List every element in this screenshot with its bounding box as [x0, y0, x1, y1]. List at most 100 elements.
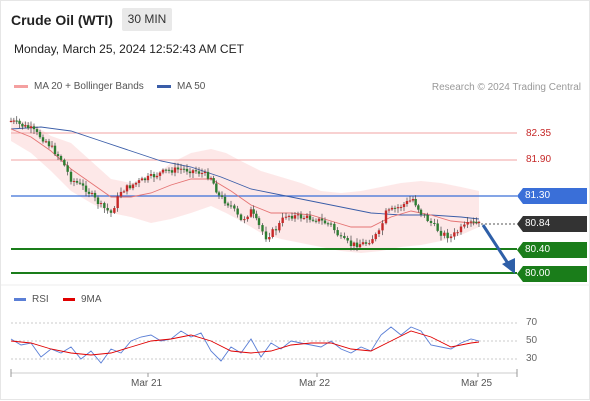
candle-body — [278, 222, 281, 231]
candle-body — [87, 191, 91, 194]
candle-body — [209, 178, 213, 180]
rsi-tick-30: 30 — [526, 353, 538, 364]
ma20-swatch-icon — [14, 84, 28, 88]
candle-body — [290, 215, 294, 219]
candle-body — [134, 182, 138, 185]
candle-body — [53, 145, 57, 155]
candle-body — [185, 168, 189, 172]
candle-body — [152, 174, 156, 178]
candle-body — [72, 180, 76, 182]
candle-body — [453, 232, 456, 237]
candle-body — [320, 218, 324, 221]
candle-body — [170, 170, 174, 173]
candle-body — [200, 173, 204, 175]
rsi-ma-line — [10, 330, 480, 356]
candle-body — [374, 233, 377, 240]
candle-body — [9, 120, 13, 122]
candle-body — [194, 170, 198, 172]
candle-body — [456, 232, 459, 234]
pivot-tag: 81.30 — [517, 188, 587, 204]
instrument-title: Crude Oil (WTI) — [11, 12, 113, 28]
candle-body — [287, 215, 291, 217]
x-label-mar22: Mar 22 — [299, 378, 331, 389]
candle-body — [377, 230, 381, 234]
candle-body — [206, 171, 210, 179]
candle-body — [264, 231, 268, 240]
candle-body — [384, 210, 388, 224]
ma50-legend-label: MA 50 — [177, 81, 206, 92]
candle-body — [439, 230, 443, 236]
candle-body — [140, 178, 144, 181]
candle-body — [433, 222, 436, 224]
candle-body — [399, 207, 403, 209]
candle-body — [274, 229, 278, 231]
candle-body — [252, 209, 255, 214]
candle-body — [317, 218, 321, 222]
rsi-tick-70: 70 — [526, 317, 538, 328]
candle-body — [81, 183, 85, 186]
candle-body — [268, 237, 271, 240]
candle-body — [149, 174, 153, 176]
candle-body — [387, 209, 391, 211]
candle-body — [257, 218, 261, 226]
candle-body — [261, 225, 264, 232]
candle-body — [284, 216, 288, 218]
candle-body — [426, 215, 429, 222]
candle-body — [233, 205, 236, 209]
candle-body — [143, 178, 147, 181]
resistance-1-label: 81.90 — [526, 154, 552, 165]
candle-body — [99, 203, 103, 205]
candle-body — [281, 217, 284, 223]
candle-body — [15, 120, 18, 122]
candle-body — [469, 221, 473, 223]
candle-body — [326, 223, 330, 225]
candle-body — [215, 183, 218, 193]
candle-body — [188, 171, 192, 174]
rsi-swatch-icon — [14, 297, 26, 301]
candle-body — [38, 131, 42, 138]
candle-body — [116, 196, 119, 209]
candle-body — [349, 240, 353, 247]
candle-body — [417, 205, 420, 210]
candle-body — [113, 208, 116, 213]
candle-body — [352, 242, 356, 247]
candle-body — [21, 123, 24, 127]
candle-body — [161, 169, 165, 173]
candle-body — [419, 209, 423, 215]
candle-body — [371, 239, 374, 244]
candle-body — [414, 198, 417, 206]
candle-body — [223, 196, 227, 204]
candle-body — [75, 180, 79, 183]
rsi-ma-legend-label: 9MA — [81, 294, 102, 305]
candle-body — [396, 207, 400, 209]
candle-body — [463, 224, 466, 227]
candle-body — [59, 156, 63, 160]
candle-body — [119, 191, 123, 197]
candle-body — [364, 242, 368, 244]
candle-body — [44, 141, 48, 143]
candle-body — [128, 185, 132, 189]
candle-body — [346, 238, 349, 241]
candle-body — [361, 242, 365, 245]
support-2-tag: 80.00 — [517, 266, 587, 282]
candle-body — [390, 207, 394, 210]
candle-body — [423, 214, 426, 216]
candle-body — [449, 236, 453, 239]
candle-body — [466, 222, 469, 225]
candle-body — [368, 243, 371, 245]
rsi-legend-label: RSI — [32, 294, 49, 305]
rsi-tick-50: 50 — [526, 335, 538, 346]
candle-body — [239, 214, 243, 220]
timeframe-button[interactable]: 30 MIN — [122, 8, 172, 31]
support-1-tag: 80.40 — [517, 242, 587, 258]
research-credit: Research © 2024 Trading Central — [431, 82, 581, 93]
candle-body — [429, 221, 433, 223]
x-label-mar21: Mar 21 — [131, 378, 163, 389]
rsi-ma-legend: 9MA — [63, 294, 102, 305]
forecast-arrow — [481, 224, 511, 266]
candle-body — [50, 145, 54, 147]
candle-body — [329, 223, 333, 225]
candle-body — [296, 214, 300, 216]
candle-body — [226, 203, 230, 206]
candle-body — [47, 141, 51, 147]
